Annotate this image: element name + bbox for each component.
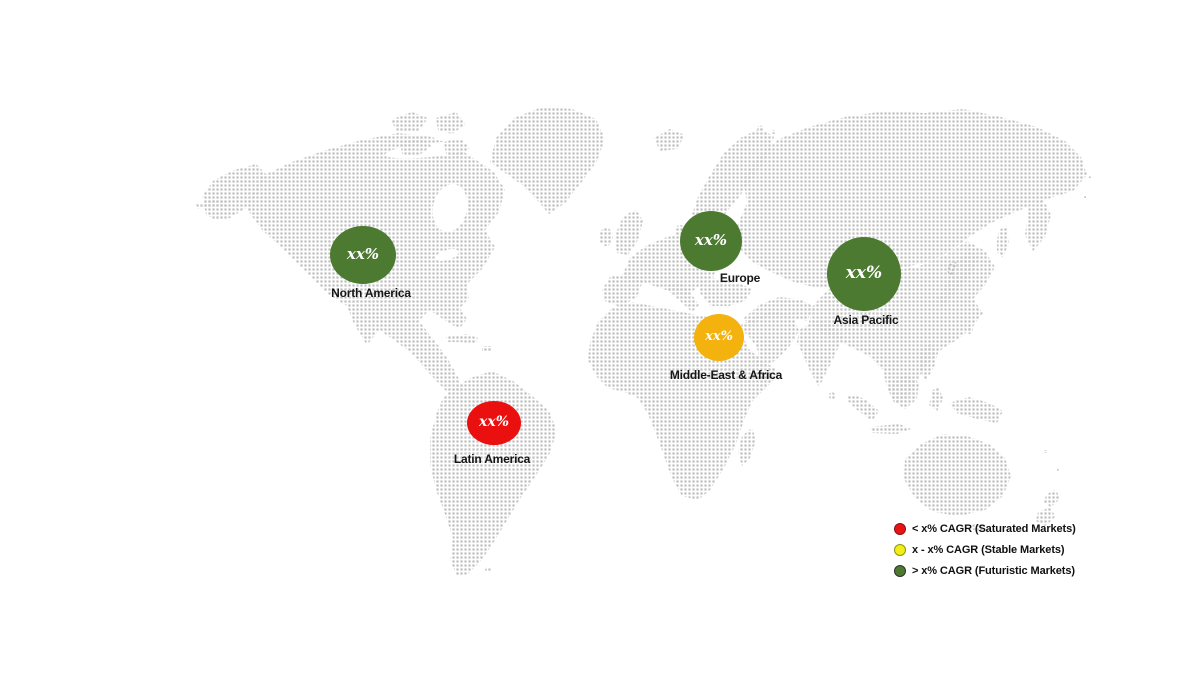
island-cuba <box>446 334 478 343</box>
legend-marker-red-icon <box>894 522 906 535</box>
island-japan <box>937 251 979 306</box>
region-kamchatka <box>1025 199 1051 251</box>
bubble-value: xx% <box>705 329 733 344</box>
region-label-asia-pacific: Asia Pacific <box>833 313 899 327</box>
island-philippines <box>919 343 938 381</box>
island-new-guinea <box>949 397 1003 423</box>
island-new-zealand-south <box>1036 507 1055 526</box>
island-sri-lanka <box>829 392 835 400</box>
legend-item-saturated: < x% CAGR (Saturated Markets) <box>894 522 1076 535</box>
island-taiwan <box>967 326 973 334</box>
region-korea <box>947 261 957 275</box>
bubble-value: xx% <box>694 231 728 249</box>
region-label-europe: Europe <box>719 271 761 285</box>
arctic-islands <box>390 107 605 352</box>
island-falklands <box>485 568 491 572</box>
region-italy <box>667 281 699 312</box>
continent-greenland <box>490 107 605 214</box>
region-label-latin-america: Latin America <box>453 452 531 466</box>
island-sulawesi <box>929 387 943 411</box>
island-borneo <box>889 375 919 409</box>
island-sakhalin <box>997 226 1009 258</box>
island-tasmania <box>972 523 984 531</box>
region-label-middle-east-africa: Middle-East & Africa <box>669 368 783 382</box>
bubble-value: xx% <box>479 414 509 430</box>
region-iberia <box>602 273 643 307</box>
island-java <box>869 424 911 434</box>
legend: < x% CAGR (Saturated Markets) x - x% CAG… <box>894 522 1076 577</box>
legend-label: > x% CAGR (Futuristic Markets) <box>912 564 1075 577</box>
bubble-value: xx% <box>346 245 380 263</box>
region-india <box>797 321 843 387</box>
island-hispaniola <box>482 346 492 352</box>
region-scandinavia <box>690 128 774 223</box>
bubble-middle-east-africa: xx% <box>694 314 744 361</box>
bubble-value: xx% <box>845 263 883 283</box>
bubble-north-america: xx% <box>330 226 396 284</box>
legend-item-futuristic: > x% CAGR (Futuristic Markets) <box>894 564 1076 577</box>
legend-marker-green-icon <box>894 564 906 577</box>
region-iran <box>743 297 815 325</box>
island-ireland <box>599 228 613 246</box>
island-uk <box>615 209 643 255</box>
legend-label: < x% CAGR (Saturated Markets) <box>912 522 1076 535</box>
island-iceland <box>654 129 685 151</box>
legend-label: x - x% CAGR (Stable Markets) <box>912 543 1065 556</box>
island-svalbard <box>757 125 763 131</box>
continent-australia <box>904 434 1011 516</box>
bubble-asia-pacific: xx% <box>827 237 901 311</box>
continent-aleutians <box>196 200 228 209</box>
continent-south-america <box>430 371 557 576</box>
legend-item-stable: x - x% CAGR (Stable Markets) <box>894 543 1076 556</box>
region-balkans <box>699 277 752 306</box>
asia-group <box>737 109 1092 472</box>
south-america-group <box>430 371 557 576</box>
legend-marker-yellow-icon <box>894 543 906 556</box>
island-sumatra <box>846 394 879 421</box>
bubble-latin-america: xx% <box>467 401 521 445</box>
island-new-zealand-north <box>1044 489 1060 507</box>
region-label-north-america: North America <box>331 286 411 300</box>
region-siberia <box>737 109 1087 287</box>
island-madagascar <box>738 428 756 466</box>
bubble-europe: xx% <box>680 211 742 271</box>
